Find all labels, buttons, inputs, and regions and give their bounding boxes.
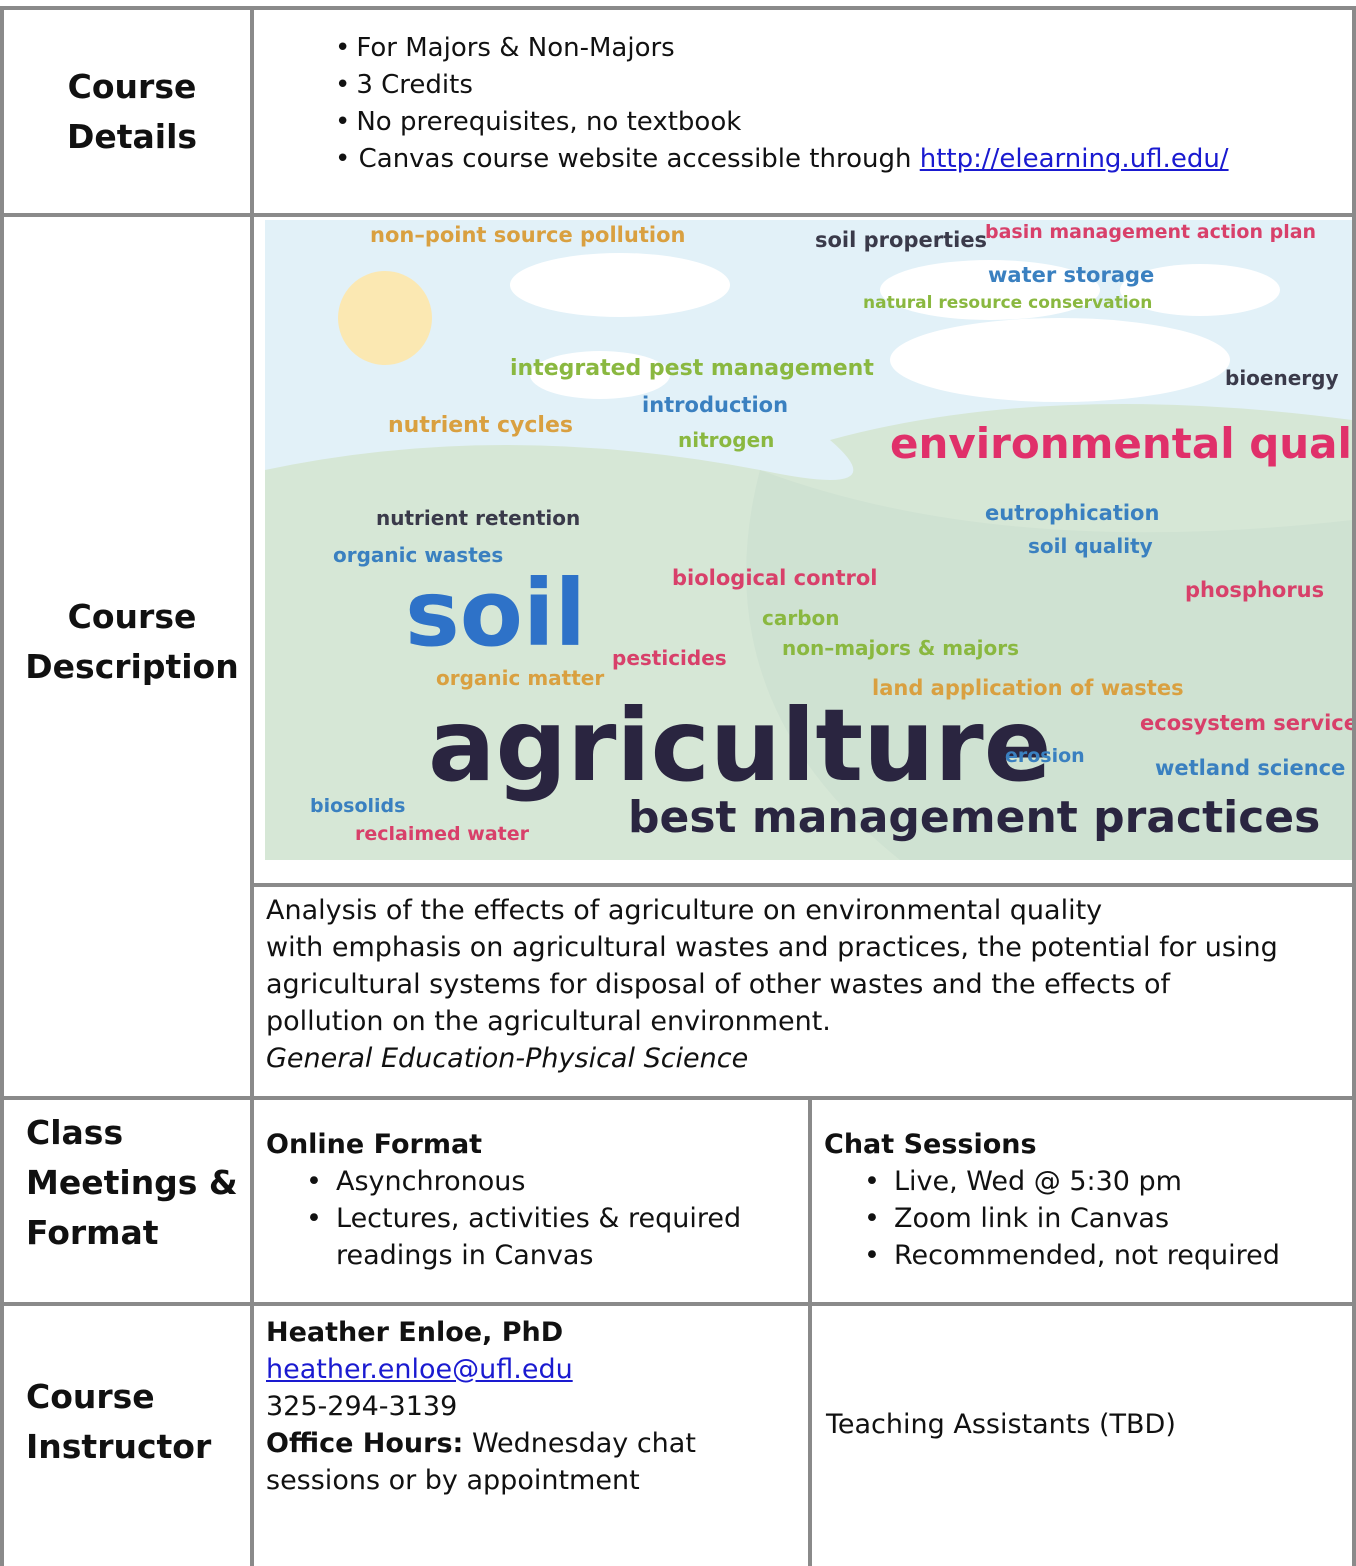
description: Analysis of the effects of agriculture o… <box>266 892 1278 1077</box>
border <box>0 6 1356 10</box>
details: For Majors & Non-Majors3 CreditsNo prere… <box>335 30 1229 178</box>
online-list: AsynchronousLectures, activities & requi… <box>266 1163 796 1274</box>
cloud-word: agriculture <box>428 687 1052 804</box>
list-item: No prerequisites, no textbook <box>335 104 1229 141</box>
cloud-word: non–majors & majors <box>782 636 1019 660</box>
border <box>0 1302 1356 1306</box>
cloud-word: organic wastes <box>333 543 503 567</box>
cloud-word: nitrogen <box>678 428 774 452</box>
list-item: Asynchronous <box>266 1163 796 1200</box>
clouds <box>510 253 1280 402</box>
item-text: Canvas course website accessible through <box>358 144 912 174</box>
cloud-word: reclaimed water <box>355 823 530 845</box>
online-cell: Online Format AsynchronousLectures, acti… <box>266 1126 796 1274</box>
email[interactable]: heather.enloe@ufl.edu <box>266 1354 573 1385</box>
border <box>0 1096 1356 1100</box>
cloud-word: biological control <box>672 566 878 590</box>
paragraph-line: Analysis of the effects of agriculture o… <box>266 895 1103 926</box>
cloud-word: eutrophication <box>985 501 1159 525</box>
border <box>250 6 254 1566</box>
cloud-word: carbon <box>762 606 840 630</box>
cloud-word: erosion <box>1005 745 1085 767</box>
cloud-word: integrated pest management <box>510 356 874 381</box>
name: Heather Enloe, PhD <box>266 1317 564 1348</box>
cloud-word: soil <box>405 560 586 667</box>
cloud-word: land application of wastes <box>872 676 1184 700</box>
paragraph-line: pollution on the agricultural environmen… <box>266 1006 831 1037</box>
list-item: Live, Wed @ 5:30 pm <box>824 1163 1344 1200</box>
border <box>0 213 1356 217</box>
office-hours-label: Office Hours: <box>266 1428 464 1459</box>
cloud-word: natural resource conservation <box>863 293 1152 313</box>
instructor-cell: Heather Enloe, PhD heather.enloe@ufl.edu… <box>266 1314 796 1499</box>
paragraph-line: with emphasis on agricultural wastes and… <box>266 932 1278 963</box>
border <box>1352 6 1356 1566</box>
list-item: 3 Credits <box>335 67 1229 104</box>
row-label: Class Meetings & Format <box>26 1113 238 1252</box>
row-label: Course Instructor <box>26 1377 212 1466</box>
border <box>808 1096 812 1566</box>
heading: Chat Sessions <box>824 1129 1037 1160</box>
details-list: For Majors & Non-Majors3 CreditsNo prere… <box>335 30 1229 141</box>
list-item: Recommended, not required <box>824 1237 1344 1274</box>
cloud-word: ecosystem services <box>1140 711 1352 735</box>
list-item: For Majors & Non-Majors <box>335 30 1229 67</box>
cloud-word: bioenergy <box>1225 366 1339 390</box>
word-cloud: non–point source pollution soil propertie… <box>265 220 1352 860</box>
cloud-word: nutrient retention <box>376 506 580 530</box>
list-item: • Canvas course website accessible throu… <box>335 144 1229 174</box>
cloud-word: introduction <box>642 393 788 417</box>
teaching-assistants: Teaching Assistants (TBD) <box>826 1409 1176 1440</box>
cloud-word: environmental quality <box>890 419 1352 468</box>
chat-cell: Chat Sessions Live, Wed @ 5:30 pmZoom li… <box>824 1126 1344 1274</box>
border <box>0 6 4 1566</box>
hills <box>746 470 1352 860</box>
list-item: Zoom link in Canvas <box>824 1200 1344 1237</box>
cloud-word: soil quality <box>1028 534 1153 558</box>
office-hours: Wednesday chat sessions or by appointmen… <box>266 1428 696 1496</box>
cloud-word: biosolids <box>310 795 405 817</box>
heading: Online Format <box>266 1129 483 1160</box>
gen-ed: General Education-Physical Science <box>266 1043 749 1074</box>
phone: 325-294-3139 <box>266 1391 458 1422</box>
paragraph-line: agricultural systems for disposal of oth… <box>266 969 1171 1000</box>
cloud-word: non–point source pollution <box>370 223 685 247</box>
link[interactable]: http://elearning.ufl.edu/ <box>919 144 1229 174</box>
row-label: Course Details <box>66 67 198 156</box>
cloud-word: nutrient cycles <box>388 413 573 438</box>
cloud-word: best management practices <box>628 792 1320 843</box>
list-item: Lectures, activities & required readings… <box>266 1200 796 1274</box>
border <box>250 883 1356 887</box>
cloud-word: water storage <box>988 263 1154 287</box>
row-label: Course Description <box>25 597 239 686</box>
cloud-word: phosphorus <box>1185 578 1324 602</box>
cloud-word: basin management action plan <box>985 221 1316 243</box>
cloud-word: soil properties <box>815 228 987 252</box>
cloud-word: wetland science <box>1155 756 1345 780</box>
sun <box>338 271 432 365</box>
paragraph: Analysis of the effects of agriculture o… <box>266 892 1278 1040</box>
cloud-word: pesticides <box>612 646 727 670</box>
chat-list: Live, Wed @ 5:30 pmZoom link in CanvasRe… <box>824 1163 1344 1274</box>
cloud-word: organic matter <box>436 666 604 690</box>
